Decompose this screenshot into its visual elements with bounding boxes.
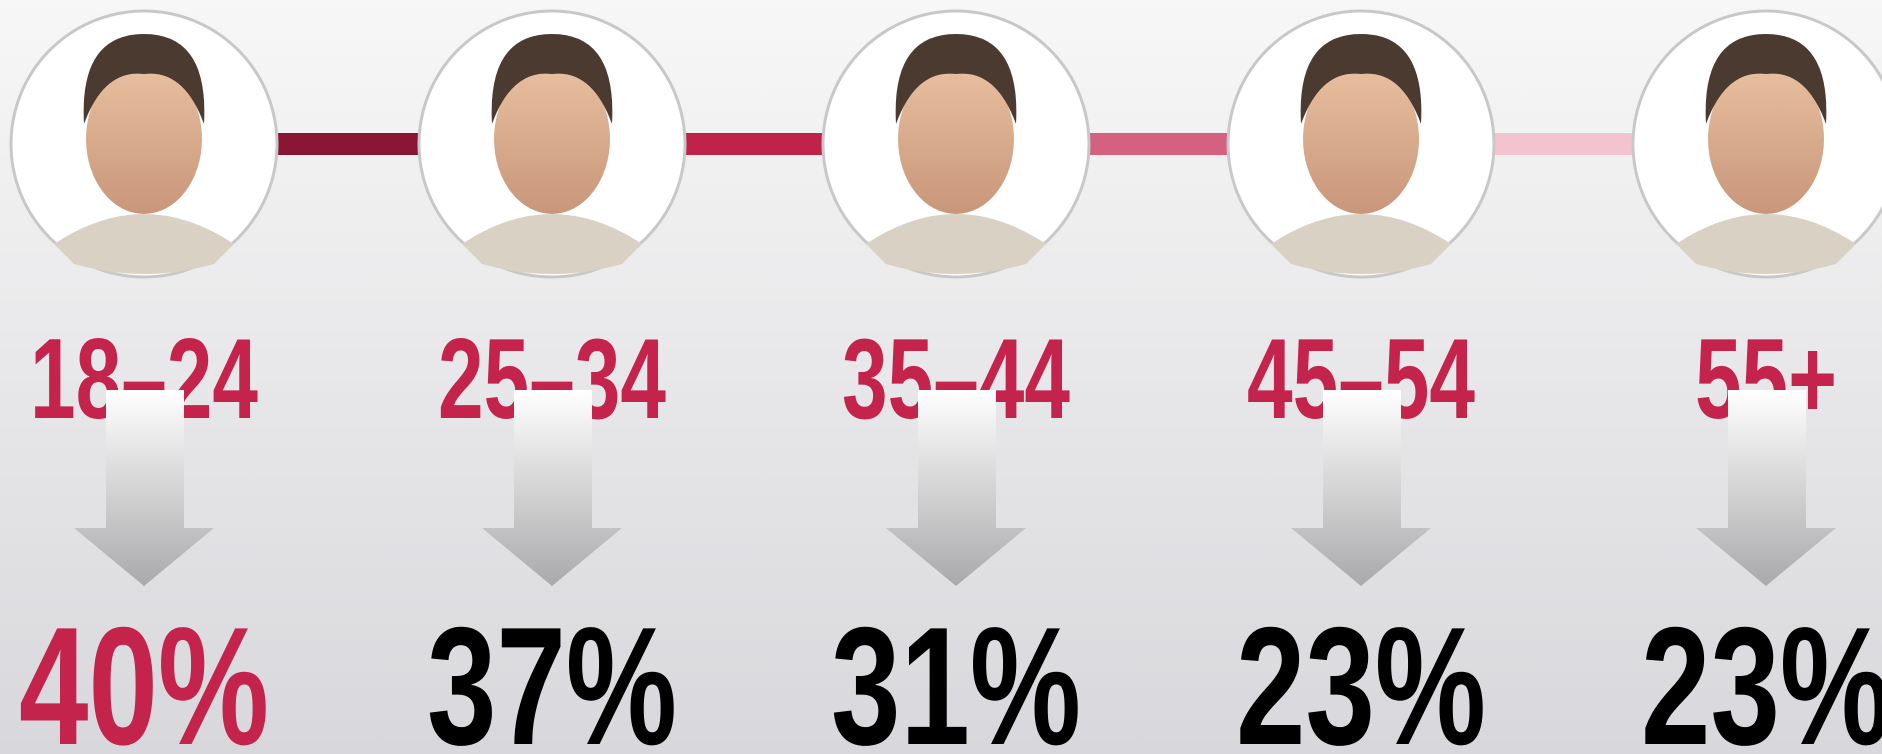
portrait [11,11,277,277]
connector [685,133,823,155]
portrait [1228,11,1494,277]
percent-label: 23% [1236,592,1486,754]
percent-label: 37% [427,592,677,754]
infographic: 18–2440%25–3437%35–4431%45–5423%55+23% [0,0,1882,754]
portrait [1633,11,1882,277]
percent-label: 40% [19,592,269,754]
connector [277,133,419,155]
connector [1494,133,1633,155]
portrait [823,11,1089,277]
connector [1089,133,1228,155]
percent-label: 23% [1641,592,1882,754]
percent-label: 31% [831,592,1081,754]
portrait [419,11,685,277]
